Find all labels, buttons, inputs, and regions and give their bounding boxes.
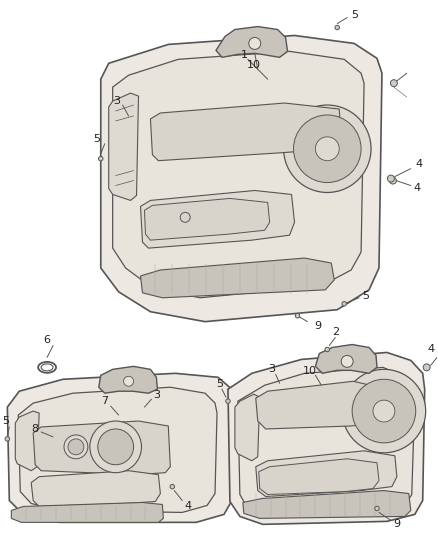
Polygon shape xyxy=(7,373,234,522)
Circle shape xyxy=(5,437,10,441)
Text: 5: 5 xyxy=(216,379,223,389)
Polygon shape xyxy=(145,198,270,240)
Circle shape xyxy=(375,506,379,511)
Circle shape xyxy=(341,356,353,367)
Circle shape xyxy=(124,376,134,386)
Circle shape xyxy=(249,37,261,50)
Circle shape xyxy=(99,157,103,161)
Text: 5: 5 xyxy=(363,291,370,301)
Text: 5: 5 xyxy=(93,134,100,144)
Polygon shape xyxy=(11,503,163,522)
Circle shape xyxy=(352,379,416,443)
Circle shape xyxy=(98,429,134,465)
Text: 4: 4 xyxy=(427,344,434,354)
Polygon shape xyxy=(150,103,341,160)
Text: 3: 3 xyxy=(113,96,120,106)
Circle shape xyxy=(342,302,346,306)
Text: 3: 3 xyxy=(153,390,160,400)
Circle shape xyxy=(90,421,141,473)
Circle shape xyxy=(226,399,230,403)
Polygon shape xyxy=(235,394,260,461)
Polygon shape xyxy=(256,381,381,429)
Polygon shape xyxy=(243,490,411,519)
Text: 9: 9 xyxy=(393,519,400,529)
Circle shape xyxy=(423,364,430,371)
Text: 9: 9 xyxy=(314,321,321,330)
Text: 8: 8 xyxy=(32,424,39,434)
Text: 4: 4 xyxy=(185,502,192,512)
Text: 1: 1 xyxy=(240,50,247,60)
Circle shape xyxy=(335,25,339,30)
Circle shape xyxy=(283,105,371,192)
Polygon shape xyxy=(15,411,39,471)
Text: 5: 5 xyxy=(2,416,9,426)
Text: 2: 2 xyxy=(332,327,339,336)
Polygon shape xyxy=(101,36,382,321)
Text: 7: 7 xyxy=(101,396,108,406)
Polygon shape xyxy=(109,93,138,200)
Text: 4: 4 xyxy=(413,183,420,193)
Circle shape xyxy=(315,137,339,160)
Polygon shape xyxy=(31,471,160,506)
Circle shape xyxy=(325,347,329,352)
Polygon shape xyxy=(113,51,364,298)
Circle shape xyxy=(293,115,361,182)
Text: 3: 3 xyxy=(268,365,275,374)
Circle shape xyxy=(388,175,394,182)
Circle shape xyxy=(180,212,190,222)
Polygon shape xyxy=(228,352,425,524)
Text: 5: 5 xyxy=(352,10,359,20)
Circle shape xyxy=(170,484,174,489)
Circle shape xyxy=(389,177,396,184)
Polygon shape xyxy=(141,190,294,248)
Polygon shape xyxy=(216,27,288,58)
Polygon shape xyxy=(315,344,377,373)
Circle shape xyxy=(68,439,84,455)
Polygon shape xyxy=(259,459,379,495)
Polygon shape xyxy=(99,366,157,393)
Polygon shape xyxy=(18,387,217,512)
Text: 10: 10 xyxy=(302,366,316,376)
Text: 10: 10 xyxy=(247,60,261,70)
Circle shape xyxy=(64,435,88,459)
Polygon shape xyxy=(141,258,334,298)
Text: 4: 4 xyxy=(415,159,422,168)
Polygon shape xyxy=(256,451,397,497)
Circle shape xyxy=(390,80,397,87)
Circle shape xyxy=(295,313,300,318)
Polygon shape xyxy=(238,367,415,516)
Polygon shape xyxy=(33,421,170,475)
Circle shape xyxy=(373,400,395,422)
Circle shape xyxy=(342,369,426,453)
Text: 6: 6 xyxy=(44,335,51,344)
